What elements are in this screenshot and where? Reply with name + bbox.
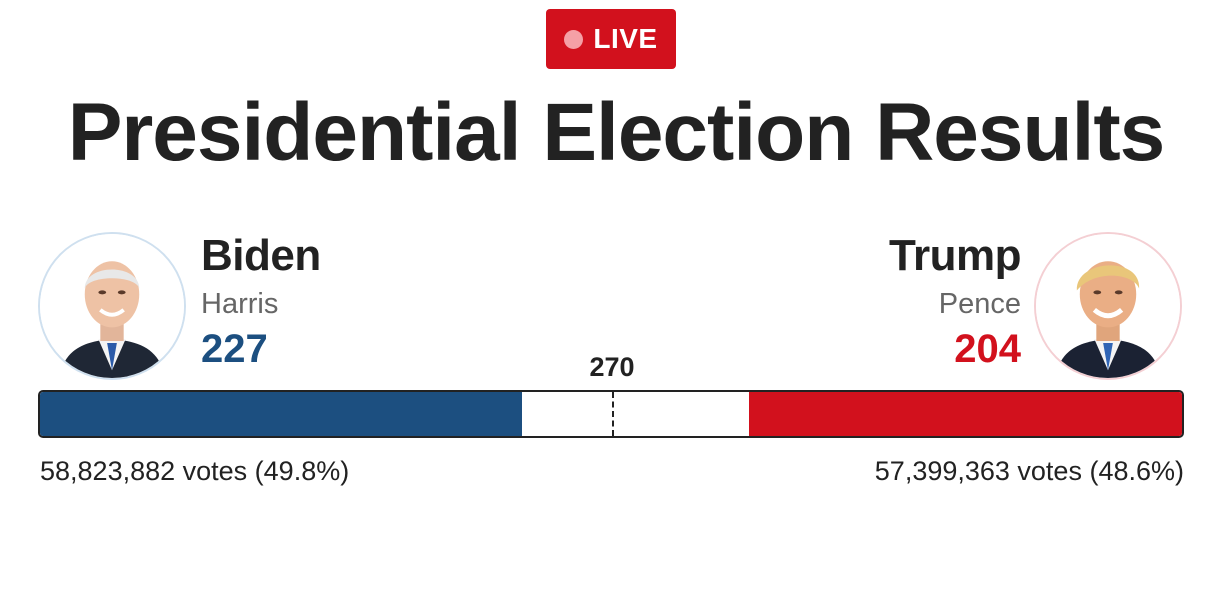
biden-portrait-icon bbox=[40, 234, 184, 378]
trump-running-mate: Pence bbox=[938, 288, 1021, 320]
trump-electoral-votes: 204 bbox=[954, 327, 1021, 371]
threshold-label: 270 bbox=[589, 352, 635, 382]
biden-bar-fill bbox=[40, 392, 522, 436]
threshold-marker bbox=[612, 392, 615, 436]
trump-avatar bbox=[1034, 232, 1182, 380]
trump-bar-fill bbox=[748, 392, 1182, 436]
electoral-vote-bar bbox=[38, 390, 1184, 438]
trump-portrait-icon bbox=[1036, 234, 1180, 378]
biden-avatar bbox=[38, 232, 186, 380]
live-badge: LIVE bbox=[546, 9, 676, 69]
trump-popular-votes: 57,399,363 votes (48.6%) bbox=[874, 456, 1184, 486]
biden-electoral-votes: 227 bbox=[201, 327, 268, 371]
biden-running-mate: Harris bbox=[201, 288, 279, 320]
biden-name: Biden bbox=[201, 231, 321, 280]
live-dot-icon bbox=[564, 29, 584, 49]
biden-popular-votes: 58,823,882 votes (49.8%) bbox=[40, 456, 350, 486]
page-title: Presidential Election Results bbox=[67, 87, 1166, 178]
trump-name: Trump bbox=[889, 231, 1021, 280]
live-label: LIVE bbox=[593, 23, 658, 54]
